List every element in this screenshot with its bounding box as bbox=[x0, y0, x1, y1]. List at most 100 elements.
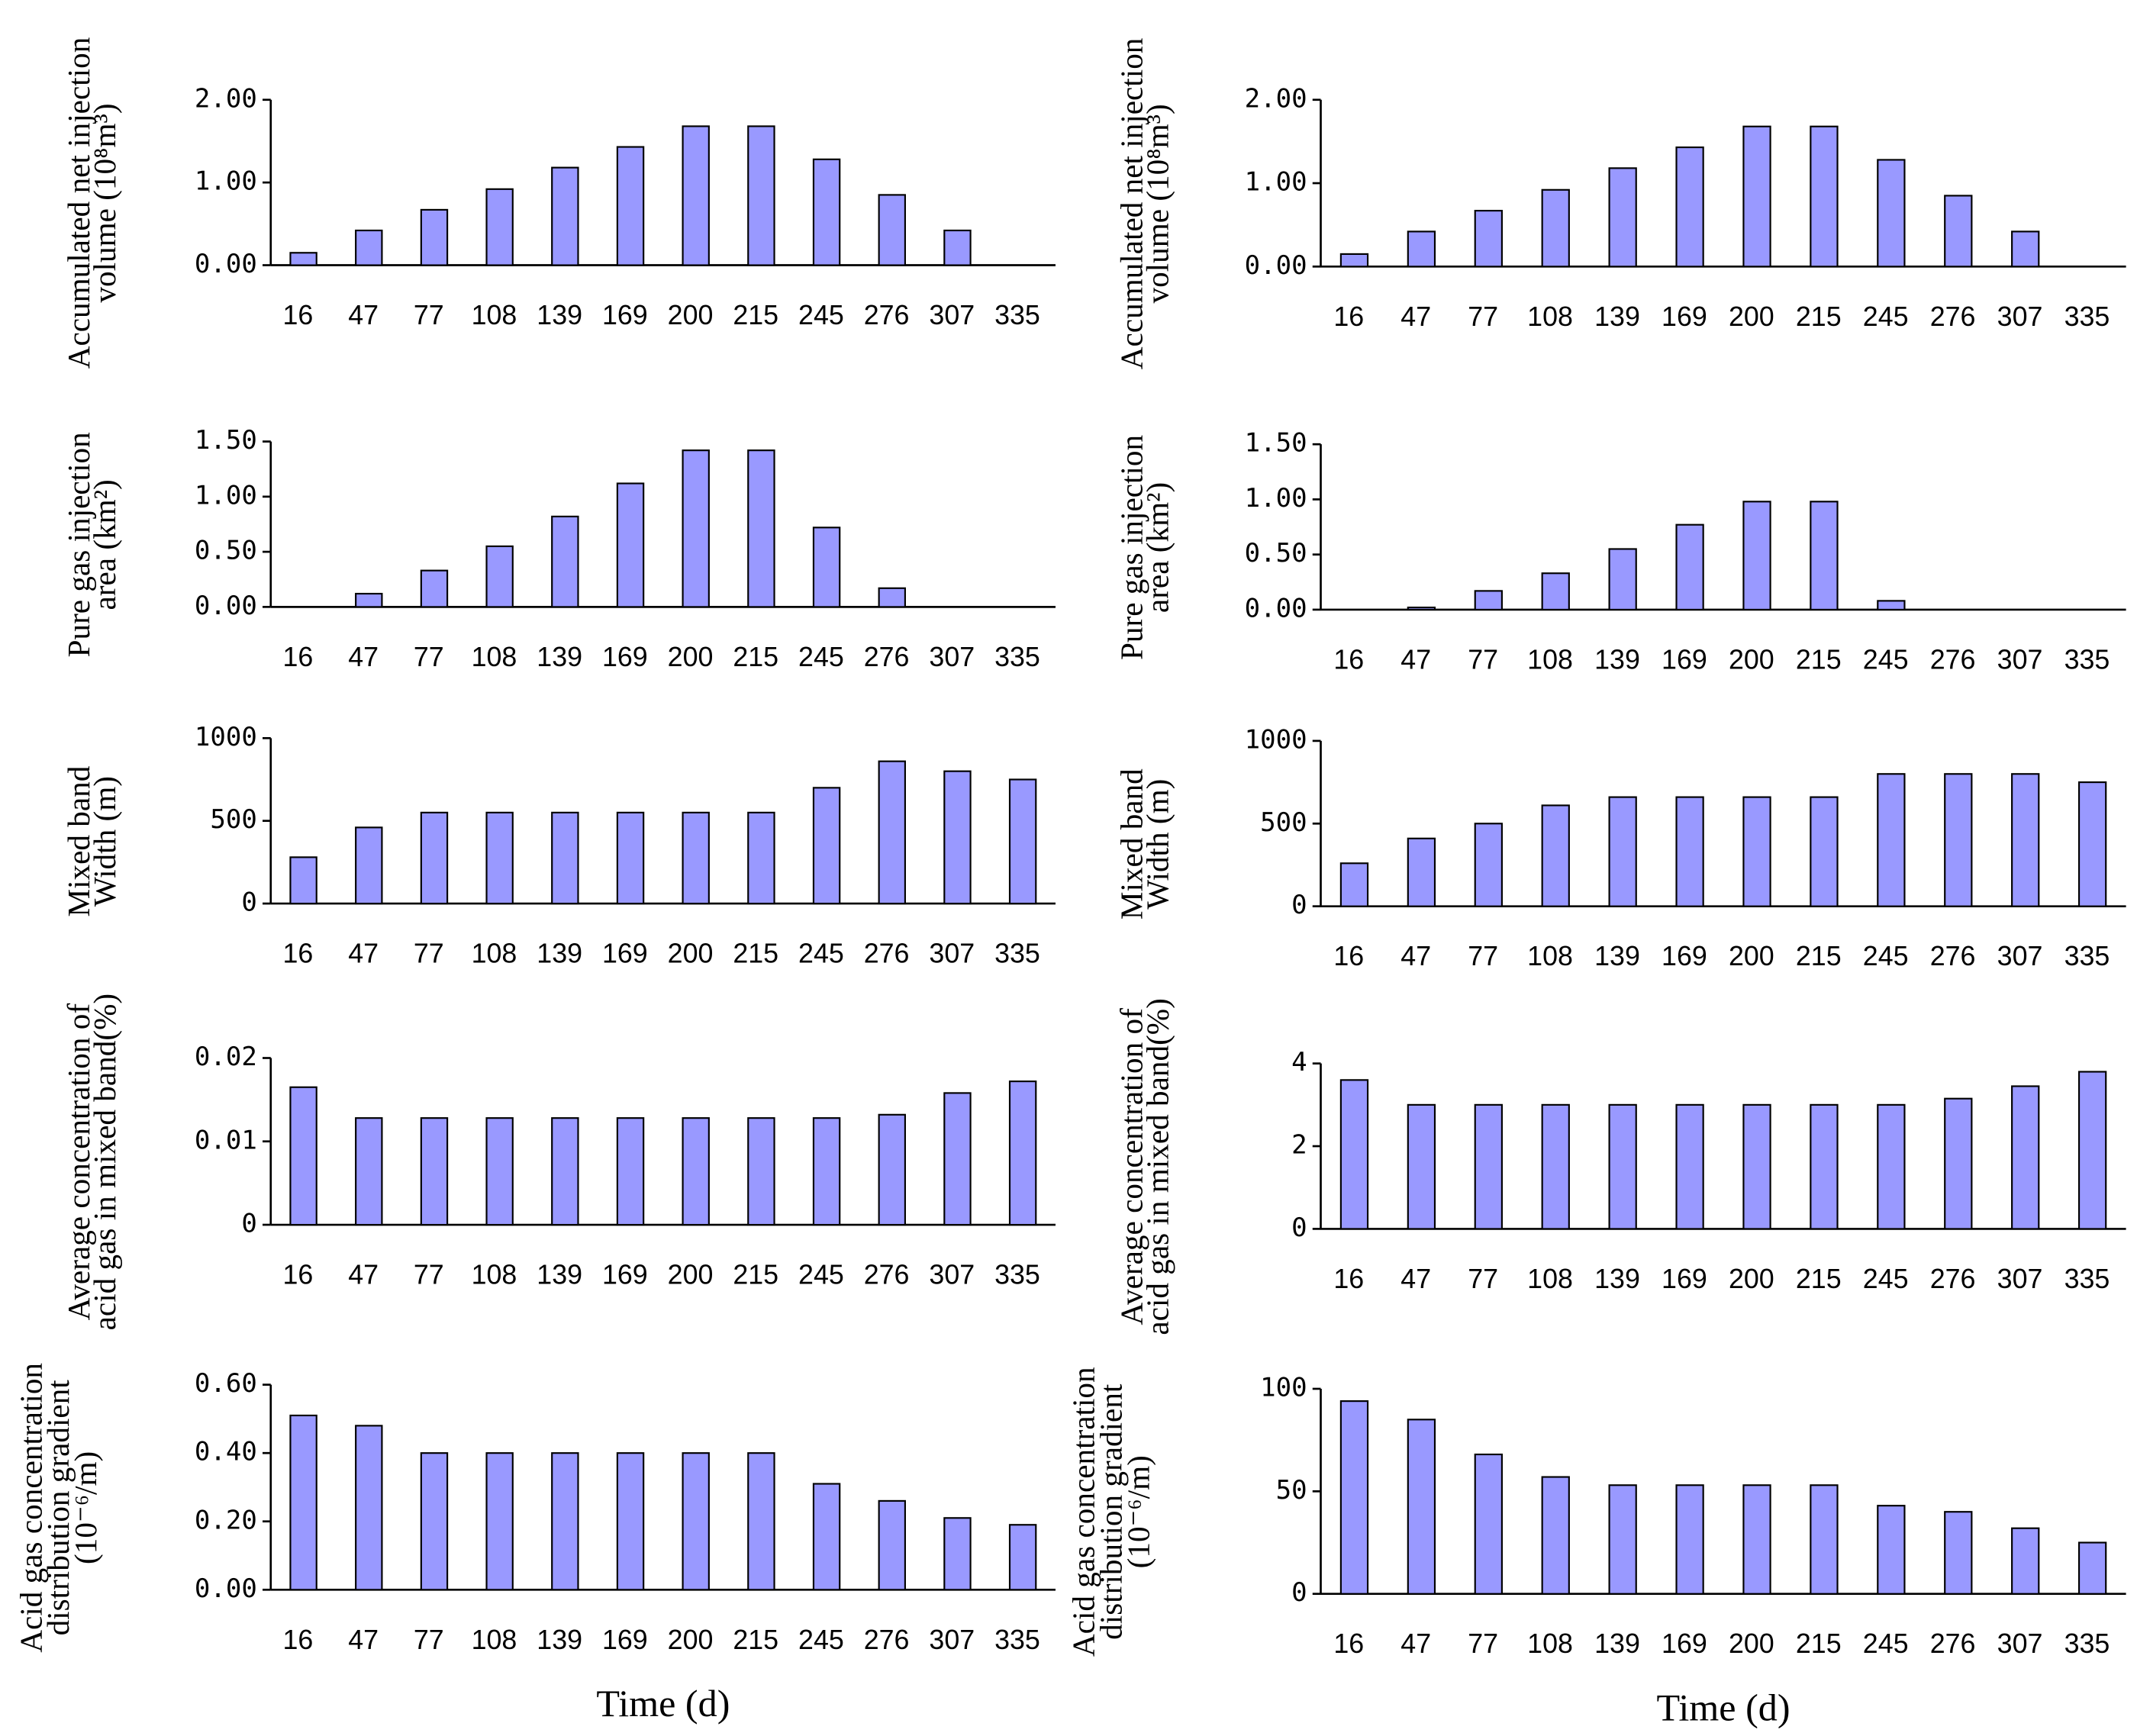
bar bbox=[1407, 606, 1436, 611]
x-tick-label: 77 bbox=[1468, 1628, 1498, 1659]
x-tick-label: 245 bbox=[798, 1625, 844, 1655]
y-tick-label: 2.00 bbox=[1245, 83, 1307, 114]
x-tick-label: 335 bbox=[2064, 1628, 2110, 1659]
x-tick-label: 47 bbox=[348, 1625, 379, 1655]
y-axis-label: Width (m) bbox=[87, 776, 123, 907]
y-tick-label: 0.00 bbox=[195, 1573, 257, 1604]
x-tick-label: 169 bbox=[602, 1625, 648, 1655]
bar bbox=[747, 811, 775, 905]
y-axis-label: Average concentration of bbox=[1114, 1008, 1149, 1325]
x-tick-label: 307 bbox=[1997, 644, 2043, 675]
bar bbox=[355, 826, 383, 905]
bar bbox=[355, 229, 383, 266]
y-tick-label: 2 bbox=[1291, 1130, 1307, 1161]
x-tick-label: 215 bbox=[1796, 1628, 1842, 1659]
x-tick-label: 200 bbox=[1729, 941, 1774, 971]
x-tick-label: 200 bbox=[1729, 301, 1774, 332]
y-tick-label: 1000 bbox=[195, 722, 257, 752]
x-tick-label: 215 bbox=[1796, 1264, 1842, 1294]
bar bbox=[2011, 1085, 2040, 1230]
x-tick-label: 307 bbox=[1997, 1628, 2043, 1659]
bar bbox=[485, 1452, 514, 1591]
bar bbox=[1608, 167, 1637, 268]
y-axis-label: Mixed band bbox=[1114, 768, 1149, 920]
x-tick-label: 200 bbox=[668, 642, 714, 672]
bar bbox=[747, 1452, 775, 1591]
y-axis-label: volume (10⁸m³) bbox=[1139, 104, 1175, 303]
x-tick-label: 47 bbox=[348, 642, 379, 672]
bar bbox=[1810, 1484, 1839, 1595]
bar bbox=[812, 158, 841, 266]
bar bbox=[355, 592, 383, 608]
bar bbox=[355, 1425, 383, 1591]
bar bbox=[1608, 548, 1637, 611]
x-tick-label: 335 bbox=[2064, 301, 2110, 332]
x-tick-label: 307 bbox=[929, 1625, 975, 1655]
y-tick-label: 1.50 bbox=[1245, 428, 1307, 459]
x-tick-label: 77 bbox=[1468, 1264, 1498, 1294]
y-axis-label: area (km²) bbox=[87, 479, 123, 610]
bar bbox=[420, 1452, 449, 1591]
x-tick-label: 108 bbox=[1527, 1264, 1573, 1294]
y-axis-label: Pure gas injection bbox=[1114, 435, 1149, 660]
x-tick-label: 47 bbox=[1400, 301, 1431, 332]
bar bbox=[1339, 1079, 1369, 1230]
x-tick-label: 16 bbox=[1333, 941, 1364, 971]
y-tick-label: 0 bbox=[1291, 1213, 1307, 1243]
x-tick-label: 16 bbox=[283, 1625, 314, 1655]
bar bbox=[485, 188, 514, 266]
bar bbox=[943, 770, 972, 905]
bar bbox=[2011, 230, 2040, 268]
bar bbox=[551, 166, 579, 266]
bar bbox=[1407, 837, 1436, 907]
bar bbox=[616, 811, 645, 905]
bar bbox=[2077, 781, 2107, 907]
y-tick-label: 1.50 bbox=[195, 425, 257, 456]
x-tick-label: 276 bbox=[864, 939, 910, 969]
bar bbox=[2077, 1071, 2107, 1230]
x-tick-label: 108 bbox=[1527, 301, 1573, 332]
x-tick-label: 307 bbox=[1997, 301, 2043, 332]
bar bbox=[1474, 1103, 1503, 1230]
x-tick-label: 245 bbox=[1863, 301, 1909, 332]
bar bbox=[1608, 1103, 1637, 1230]
x-tick-label: 335 bbox=[994, 939, 1040, 969]
x-tick-label: 169 bbox=[602, 300, 648, 330]
bar bbox=[878, 194, 906, 266]
x-tick-label: 245 bbox=[1863, 1628, 1909, 1659]
bar bbox=[1541, 804, 1570, 907]
bar bbox=[878, 1499, 906, 1591]
bar bbox=[943, 1517, 972, 1591]
bar bbox=[1810, 1103, 1839, 1230]
x-tick-label: 245 bbox=[1863, 1264, 1909, 1294]
y-axis-label: area (km²) bbox=[1139, 482, 1175, 613]
y-tick-label: 0.00 bbox=[195, 249, 257, 279]
x-tick-label: 335 bbox=[994, 300, 1040, 330]
x-tick-label: 276 bbox=[1930, 1264, 1976, 1294]
y-tick-label: 0.00 bbox=[1245, 250, 1307, 281]
x-tick-label: 16 bbox=[1333, 1264, 1364, 1294]
bar bbox=[2011, 1527, 2040, 1595]
bar bbox=[1742, 125, 1771, 268]
bar bbox=[1810, 796, 1839, 907]
bar bbox=[1474, 210, 1503, 268]
bar bbox=[878, 587, 906, 608]
y-tick-label: 500 bbox=[1260, 807, 1307, 838]
y-tick-label: 0.60 bbox=[195, 1368, 257, 1399]
bar bbox=[747, 1117, 775, 1226]
x-tick-label: 245 bbox=[1863, 644, 1909, 675]
bar bbox=[682, 125, 710, 266]
y-tick-label: 0.50 bbox=[195, 536, 257, 566]
bar bbox=[1541, 188, 1570, 268]
y-axis-label: Accumulated net injection bbox=[61, 37, 96, 369]
y-tick-label: 0.02 bbox=[195, 1042, 257, 1072]
x-tick-label: 200 bbox=[668, 939, 714, 969]
y-axis-label: acid gas in mixed band(%) bbox=[87, 994, 123, 1330]
x-tick-label: 200 bbox=[1729, 1264, 1774, 1294]
bar bbox=[878, 1113, 906, 1226]
x-tick-label: 77 bbox=[414, 642, 444, 672]
bar bbox=[682, 1117, 710, 1226]
y-tick-label: 50 bbox=[1276, 1475, 1307, 1506]
x-tick-label: 108 bbox=[1527, 1628, 1573, 1659]
x-tick-label: 200 bbox=[1729, 644, 1774, 675]
